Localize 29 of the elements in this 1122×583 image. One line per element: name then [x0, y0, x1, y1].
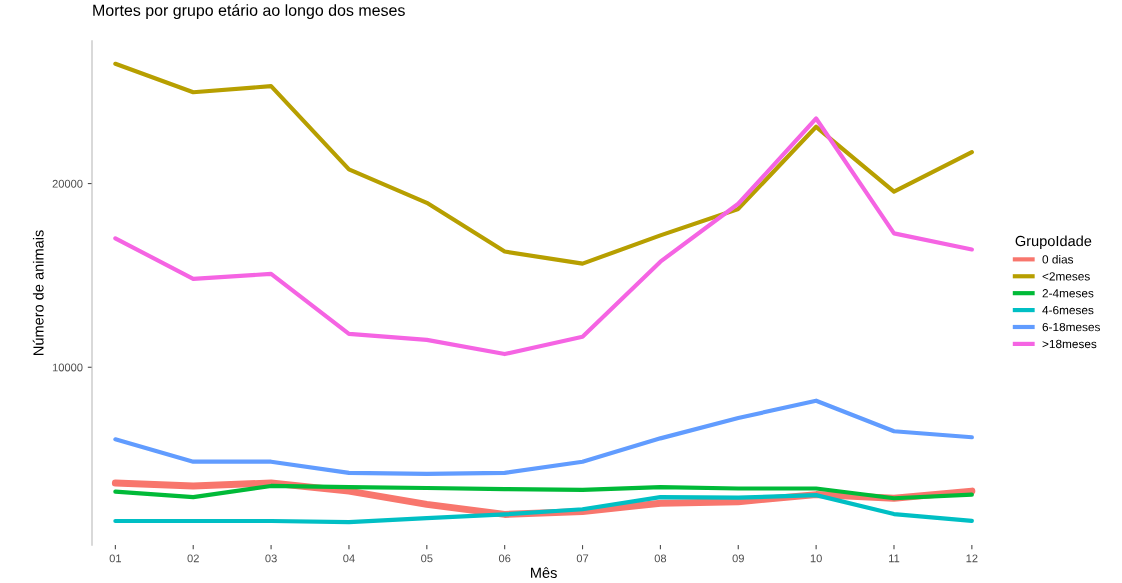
x-tick-label: 06 [498, 554, 511, 563]
x-tick-label: 05 [421, 554, 433, 563]
line-series [113, 116, 974, 357]
y-axis-title: Número de animais [32, 230, 44, 355]
legend-label: >18meses [1042, 339, 1097, 349]
x-tick-label: 11 [889, 554, 900, 563]
x-tick-label: 04 [343, 554, 355, 563]
x-tick-label: 12 [966, 554, 978, 563]
x-tick-label: 01 [109, 554, 121, 563]
y-tick-label: 20000 [52, 179, 83, 188]
x-tick-label: 07 [576, 554, 589, 563]
x-tick-label: 09 [732, 554, 744, 563]
line-series [113, 398, 974, 476]
x-tick-label: 10 [810, 554, 822, 563]
x-tick-label: 08 [654, 554, 667, 563]
legend-label: 6-18meses [1042, 322, 1100, 332]
line-series [113, 493, 974, 525]
legend-label: <2meses [1042, 272, 1090, 281]
legend-label: 2-4meses [1042, 289, 1094, 298]
chart-title: Mortes por grupo etário ao longo dos meses [93, 4, 405, 20]
legend-label: 0 dias [1042, 254, 1074, 264]
line-series [113, 61, 974, 266]
legend-label: 4-6meses [1042, 305, 1094, 315]
x-tick-label: 02 [187, 554, 199, 563]
y-tick-label: 10000 [52, 363, 83, 372]
legend-title: GrupoIdade [1015, 235, 1092, 250]
x-tick-label: 03 [265, 554, 277, 563]
line-series [113, 483, 974, 501]
x-axis-title: Mês [531, 567, 557, 578]
